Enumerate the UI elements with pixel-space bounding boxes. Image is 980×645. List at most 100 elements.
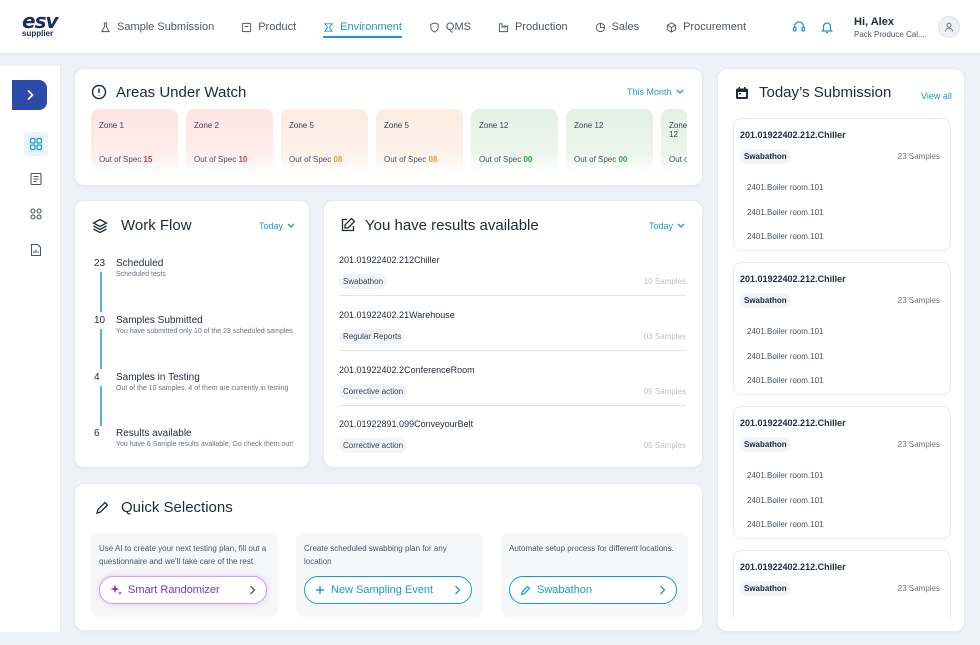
edit-note-icon — [341, 217, 356, 232]
nav-qms[interactable]: QMS — [429, 0, 471, 54]
submission-card[interactable]: 201.01922402.212.Chiller Swabathon 23 Samp… — [733, 406, 951, 539]
workflow-connector — [100, 329, 102, 369]
workflow-title: Work Flow — [121, 217, 192, 234]
result-location: 201.01922402.212Chiller — [339, 255, 440, 265]
zone-out-of-spec: Out of Spec 00 — [669, 155, 687, 164]
zone-card[interactable]: Zone 1 Out of Spec 15 — [91, 109, 178, 173]
workflow-connector — [100, 272, 102, 312]
result-row[interactable]: 201.01922402.2ConferenceRoom Corrective a… — [339, 365, 686, 420]
zone-spec-count: 08 — [428, 155, 438, 164]
nav-label: Product — [258, 21, 297, 33]
result-row[interactable]: 201.01922891.099ConveyourBelt Corrective … — [339, 419, 686, 474]
zone-card[interactable]: Zone 12 Out of Spec 00 — [661, 109, 687, 173]
result-row[interactable]: 201.01922402.21Warehouse Regular Reports 0… — [339, 310, 686, 365]
submission-sample-item[interactable]: 2401.Boiler room.101 — [747, 232, 824, 241]
nav-sample-submission[interactable]: Sample Submission — [100, 0, 214, 54]
sidebar-item-locations[interactable] — [24, 202, 48, 226]
workflow-connector — [100, 386, 102, 426]
shield-icon — [430, 21, 439, 33]
result-type-badge: Corrective action — [339, 438, 408, 453]
nav-environment[interactable]: Environment — [323, 0, 402, 54]
zone-card[interactable]: Zone 12 Out of Spec 00 — [471, 109, 558, 173]
submission-card[interactable]: 201.01922402.212.Chiller Swabathon 23 Samp… — [733, 550, 951, 618]
workflow-step[interactable]: 4 Samples in Testing Out of the 10 samples… — [94, 372, 304, 394]
row-divider — [339, 295, 686, 296]
submission-sample-item[interactable]: 2401.Boiler room.101 — [747, 376, 824, 385]
pie-icon — [595, 22, 605, 32]
sidebar-toggle-button[interactable] — [12, 80, 47, 110]
bell-icon[interactable] — [820, 20, 834, 34]
nav-product[interactable]: Product — [241, 0, 296, 54]
zone-card[interactable]: Zone 2 Out of Spec 10 — [186, 109, 273, 173]
zone-name: Zone 12 — [669, 121, 687, 139]
step-count: 10 — [94, 315, 106, 326]
zone-spec-count: 10 — [238, 155, 248, 164]
button-label: New Sampling Event — [331, 584, 434, 596]
dropdown-label: Today — [259, 221, 284, 231]
submission-sample-item[interactable]: 2401.Boiler room.101 — [747, 496, 824, 505]
areas-period-dropdown[interactable]: This Month — [627, 87, 684, 97]
step-description: Out of the 10 samples, 4 of them are cur… — [116, 385, 289, 392]
chevron-right-icon — [455, 585, 461, 595]
zone-out-of-spec: Out of Spec 08 — [384, 155, 437, 164]
brand-logo[interactable]: esv supplier — [22, 11, 62, 39]
step-description: You have submitted only 10 of the 23 sch… — [116, 328, 293, 335]
step-count: 23 — [94, 258, 106, 269]
zone-name: Zone 12 — [574, 121, 604, 130]
nav-label: Environment — [340, 21, 402, 33]
zone-card[interactable]: Zone 5 Out of Spec 08 — [376, 109, 463, 173]
zone-card[interactable]: Zone 12 Out of Spec 00 — [566, 109, 653, 173]
result-location: 201.01922402.2ConferenceRoom — [339, 365, 475, 375]
zone-card[interactable]: Zone 5 Out of Spec 08 — [281, 109, 368, 173]
submission-sample-item[interactable]: 2401.Boiler room.101 — [747, 471, 824, 480]
workflow-step[interactable]: 23 Scheduled Scheduled tests — [94, 258, 304, 280]
submission-card[interactable]: 201.01922402.212.Chiller Swabathon 23 Samp… — [733, 118, 951, 251]
result-row[interactable]: 201.01922402.212Chiller Swabathon 10 Sampl… — [339, 255, 686, 310]
zone-spec-label: Out of Spec — [289, 155, 332, 164]
zone-spec-label: Out of Spec — [384, 155, 427, 164]
avatar[interactable] — [938, 16, 960, 38]
sidebar-item-reports[interactable] — [24, 167, 48, 191]
workflow-card: Work Flow Today — [74, 200, 310, 468]
submission-sample-count: 23 Samples — [897, 584, 940, 593]
submission-sample-item[interactable]: 2401.Boiler room.101 — [747, 327, 824, 336]
workflow-step[interactable]: 10 Samples Submitted You have submitted on… — [94, 315, 304, 337]
submission-list: 201.01922402.212.Chiller Swabathon 23 Samp… — [733, 118, 951, 618]
user-greeting: Hi, Alex — [854, 15, 894, 28]
sidebar-item-analytics[interactable] — [24, 238, 48, 262]
chevron-right-icon — [26, 89, 34, 101]
row-divider — [339, 350, 686, 351]
workflow-step[interactable]: 6 Results available You have 6 Sample resu… — [94, 428, 304, 450]
quick-option-text: Use AI to create your next testing plan,… — [99, 544, 267, 566]
submission-sample-item[interactable]: 2401.Boiler room.101 — [747, 520, 824, 529]
zone-out-of-spec: Out of Spec 10 — [194, 155, 247, 164]
swabathon-button[interactable]: Swabathon — [509, 576, 677, 604]
results-period-dropdown[interactable]: Today — [649, 221, 685, 231]
smart-randomizer-button[interactable]: Smart Randomizer — [99, 576, 267, 604]
nav-production[interactable]: Production — [498, 0, 568, 54]
submission-type-badge: Swabathon — [740, 437, 791, 452]
logo-subtitle: supplier — [22, 29, 54, 38]
zone-name: Zone 5 — [289, 121, 314, 130]
support-icon[interactable] — [792, 20, 806, 34]
sidebar-item-dashboard[interactable] — [24, 132, 48, 156]
submission-card[interactable]: 201.01922402.212.Chiller Swabathon 23 Samp… — [733, 262, 951, 395]
quick-title: Quick Selections — [121, 499, 233, 516]
result-type-badge: Regular Reports — [339, 329, 406, 344]
zone-out-of-spec: Out of Spec 08 — [289, 155, 342, 164]
result-sample-count: 03 Samples — [643, 332, 686, 341]
step-description: Scheduled tests — [116, 271, 166, 278]
chevron-down-icon — [677, 223, 685, 228]
submission-location: 201.01922402.212.Chiller — [740, 130, 846, 140]
step-description: You have 6 Sample results available, Go … — [116, 441, 294, 448]
user-info[interactable]: Hi, Alex Pack Produce Cal... — [854, 16, 928, 39]
nav-sales[interactable]: Sales — [595, 0, 639, 54]
submission-sample-item[interactable]: 2401.Boiler room.101 — [747, 352, 824, 361]
submission-sample-item[interactable]: 2401.Boiler room.101 — [747, 208, 824, 217]
workflow-period-dropdown[interactable]: Today — [259, 221, 295, 231]
view-all-link[interactable]: View all — [921, 91, 952, 101]
nav-procurement[interactable]: Procurement — [666, 0, 746, 54]
submission-sample-item[interactable]: 2401.Boiler room.101 — [747, 183, 824, 192]
submission-type-badge: Swabathon — [740, 581, 791, 596]
new-sampling-event-button[interactable]: New Sampling Event — [304, 576, 472, 604]
